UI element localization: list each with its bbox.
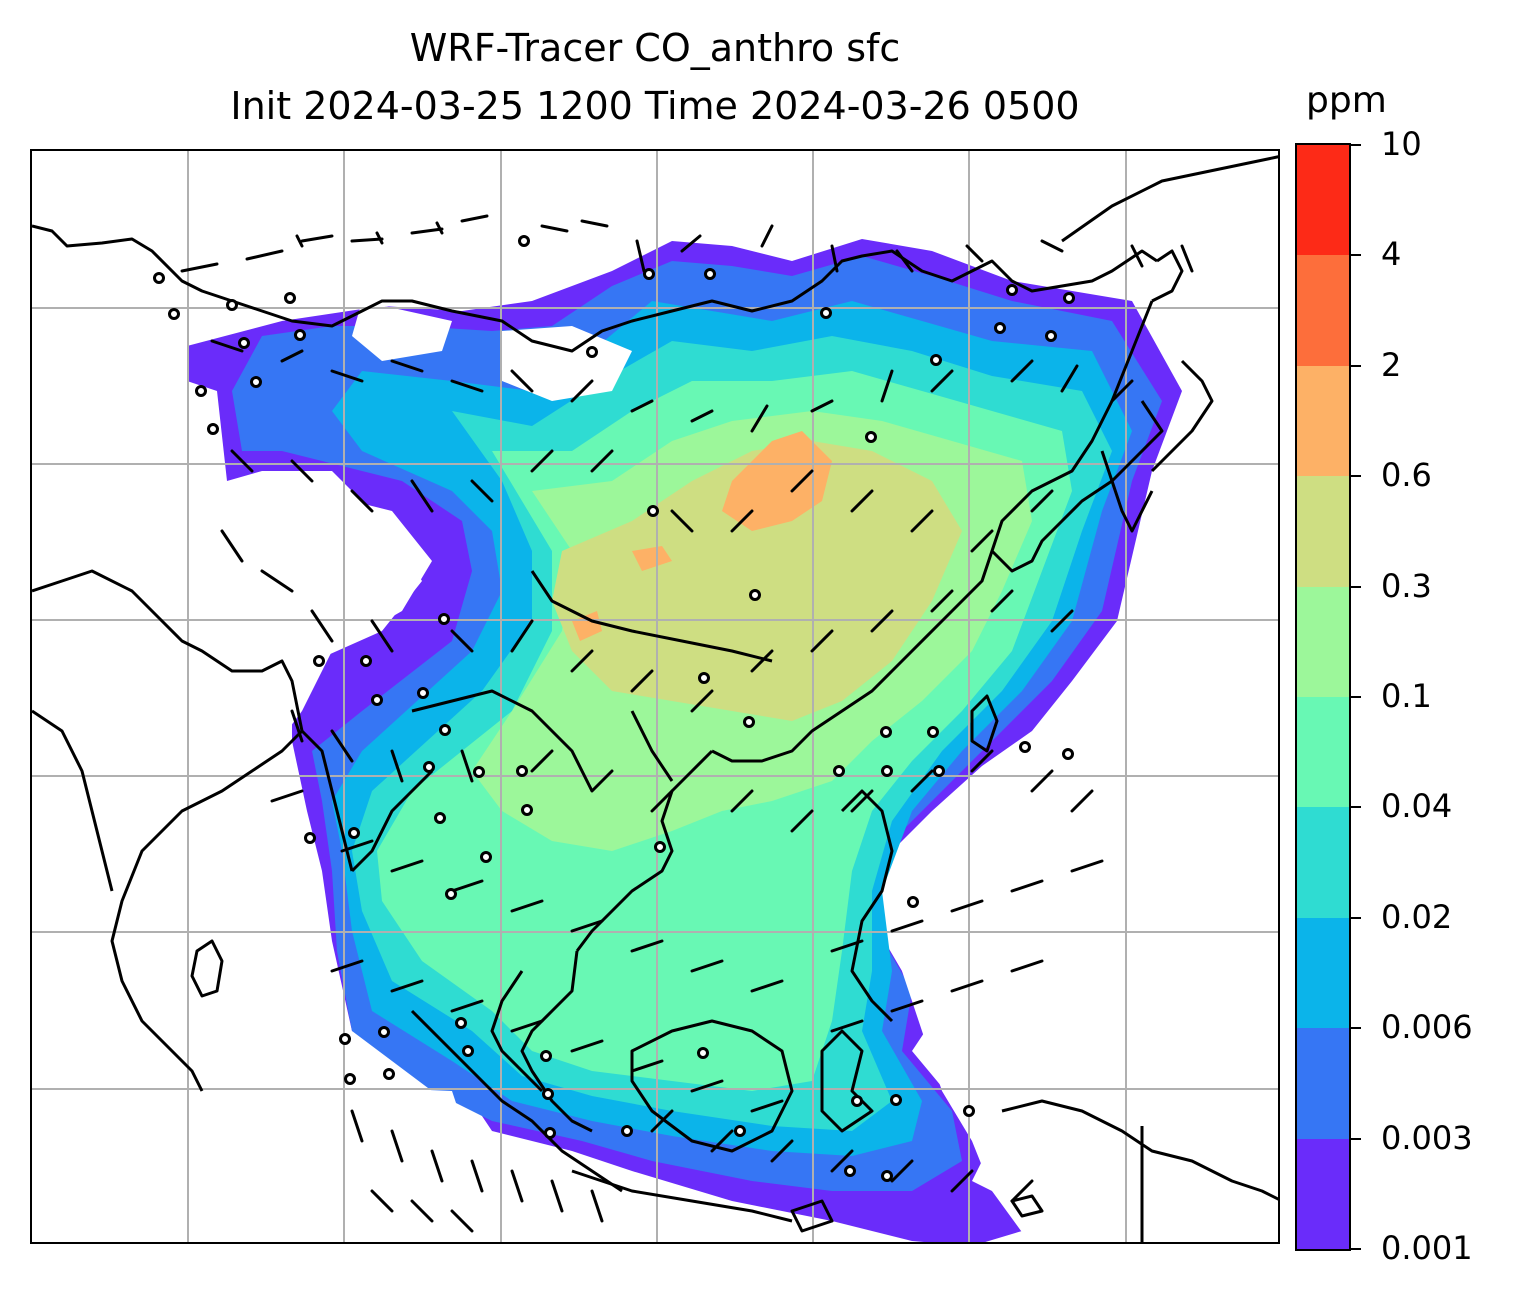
colorbar-tick xyxy=(1351,806,1361,809)
wind-barbs xyxy=(180,214,1194,1233)
colorbar-segment xyxy=(1297,144,1349,256)
colorbar-segment xyxy=(1297,365,1349,477)
colorbar-segment xyxy=(1297,806,1349,918)
colorbar-unit-label: ppm xyxy=(1306,80,1387,121)
colorbar-tick-label: 0.001 xyxy=(1381,1229,1473,1267)
chart-title-line1: WRF-Tracer CO_anthro sfc xyxy=(409,26,901,70)
field-band-7b xyxy=(632,546,672,571)
colorbar-tick xyxy=(1351,916,1361,919)
field-gap-west xyxy=(217,481,432,751)
colorbar-tick xyxy=(1351,585,1361,588)
colorbar-tick-label: 0.006 xyxy=(1381,1008,1473,1047)
colorbar-tick-label: 0.3 xyxy=(1381,566,1432,605)
colorbar-tick xyxy=(1351,696,1361,698)
field-band-7c xyxy=(572,611,602,641)
map-canvas xyxy=(32,151,1278,1242)
colorbar-tick-label: 0.003 xyxy=(1381,1118,1473,1157)
calm-markers xyxy=(153,235,1075,1182)
field-band-7 xyxy=(722,431,832,531)
colorbar-segment xyxy=(1297,917,1349,1029)
colorbar-tick xyxy=(1351,1137,1361,1140)
colorbar-tick-label: 2 xyxy=(1381,345,1402,384)
colorbar-segment xyxy=(1297,254,1349,366)
colorbar-tick xyxy=(1351,1248,1361,1250)
colorbar-tick xyxy=(1351,254,1361,257)
colorbar-tick-label: 4 xyxy=(1381,235,1402,274)
colorbar-segment xyxy=(1297,586,1349,697)
colorbar-tick-label: 0.1 xyxy=(1381,677,1432,715)
colorbar-tick xyxy=(1351,475,1361,478)
coastlines xyxy=(32,155,1278,1242)
colorbar-tick-label: 10 xyxy=(1381,125,1422,163)
colorbar xyxy=(1295,143,1351,1251)
map-panel xyxy=(30,149,1280,1244)
colorbar-tick-label: 0.6 xyxy=(1381,456,1432,495)
field-gap-northwest xyxy=(352,301,452,361)
colorbar-tick xyxy=(1351,144,1361,146)
colorbar-segment xyxy=(1297,696,1349,808)
chart-title-line2: Init 2024-03-25 1200 Time 2024-03-26 050… xyxy=(230,84,1080,128)
field-gap-east xyxy=(902,771,1278,1242)
gridlines xyxy=(32,151,1278,1242)
colorbar-tick-label: 0.04 xyxy=(1381,787,1453,826)
colorbar-segment xyxy=(1297,1138,1349,1249)
field-gap-south xyxy=(332,1086,472,1242)
colorbar-tick-label: 0.02 xyxy=(1381,897,1453,936)
colorbar-tick xyxy=(1351,1027,1361,1030)
field-gap-north xyxy=(502,326,632,401)
colorbar-segment xyxy=(1297,475,1349,587)
colorbar-segment xyxy=(1297,1027,1349,1139)
colorbar-tick xyxy=(1351,364,1361,367)
